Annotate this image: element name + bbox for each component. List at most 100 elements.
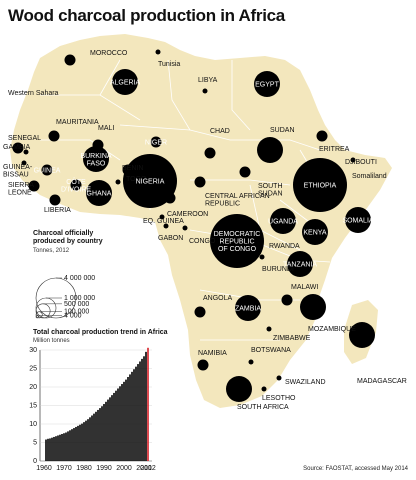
- bubble-c-te-d-ivoire: [70, 179, 82, 191]
- label-sudan: SUDAN: [270, 127, 295, 134]
- label-morocco: MOROCCO: [90, 50, 128, 57]
- label-egypt: EGYPT: [255, 82, 279, 89]
- bubble-zimbabwe: [266, 326, 272, 332]
- trend-bar-1988: [99, 408, 101, 461]
- bubble-mauritania: [48, 130, 60, 142]
- legend-value-3: 100 000: [64, 309, 89, 316]
- size-legend-unit: Tonnes, 2012: [33, 248, 70, 254]
- trend-ytick-20: 20: [29, 384, 37, 391]
- label-gabon: GABON: [158, 235, 183, 242]
- label-botswana: BOTSWANA: [251, 347, 291, 354]
- trend-bar-1973: [69, 430, 71, 461]
- legend-value-0: 4 000 000: [64, 275, 95, 282]
- bubble-tanzania: [287, 251, 313, 277]
- label-zambia: ZAMBIA: [235, 306, 261, 313]
- trend-bar-1965: [53, 436, 55, 461]
- trend-bar-2003: [129, 374, 131, 461]
- trend-bar-1971: [65, 432, 67, 461]
- label-ethiopia: ETHIOPIA: [304, 183, 337, 190]
- trend-bar-1974: [71, 429, 73, 461]
- trend-ytick-30: 30: [29, 347, 37, 354]
- trend-ytick-0: 0: [33, 458, 37, 465]
- label-namibia: NAMIBIA: [198, 350, 227, 357]
- bubble-gambia: [23, 149, 29, 155]
- label-uganda: UGANDA: [268, 219, 298, 226]
- trend-bar-1970: [63, 433, 65, 461]
- trend-bar-1986: [95, 411, 97, 461]
- label-somaliland: Somaliland: [352, 173, 387, 180]
- trend-bar-1969: [61, 433, 63, 461]
- page-title: Wood charcoal production in Africa: [8, 6, 285, 25]
- bubble-madagascar: [349, 322, 375, 348]
- label-central-african-republic: CENTRAL AFRICAN REPUBLIC: [205, 193, 270, 208]
- trend-bar-2009: [141, 358, 143, 461]
- trend-bar-1966: [55, 436, 57, 461]
- bubble-burundi: [259, 254, 265, 260]
- label-eq-guinea: EQ. GUINEA: [143, 218, 184, 225]
- bubble-guinea-bissau: [21, 160, 27, 166]
- bubble-south-africa: [226, 376, 252, 402]
- trend-xtick-1990: 1990: [96, 465, 112, 472]
- trend-bar-1968: [59, 434, 61, 461]
- trend-bar-1961: [45, 439, 47, 461]
- trend-bar-2007: [137, 364, 139, 461]
- bubble-burkina-faso: [83, 146, 109, 172]
- bubble-guinea: [41, 164, 53, 176]
- label-niger: NIGER: [145, 140, 167, 147]
- bubble-democratic-republic-of-congo: [210, 214, 264, 268]
- label-somalia: SOMALIA: [342, 218, 373, 225]
- trend-bar-1999: [121, 384, 123, 461]
- label-libya: LIBYA: [198, 77, 218, 84]
- label-senegal: SENEGAL: [8, 135, 41, 142]
- bubble-gabon: [163, 223, 169, 229]
- legend-value-2: 500 000: [64, 301, 89, 308]
- bubble-sierra-leone: [28, 180, 40, 192]
- label-lesotho: LESOTHO: [262, 395, 296, 402]
- label-algeria: ALGERIA: [110, 80, 141, 87]
- bubble-swaziland: [276, 375, 282, 381]
- label-democratic-republic-of-congo: DEMOCRATIC REPUBLIC OF CONGO: [214, 231, 261, 253]
- trend-bar-1982: [87, 419, 89, 461]
- bubble-senegal: [12, 142, 24, 154]
- trend-ytick-25: 25: [29, 366, 37, 373]
- trend-chart-title: Total charcoal production trend in Afric…: [33, 329, 168, 336]
- trend-bar-1980: [83, 422, 85, 461]
- label-mali: MALI: [98, 125, 114, 132]
- label-guinea-bissau: GUINEA-BISSAU: [3, 164, 33, 179]
- bubble-niger: [150, 136, 162, 148]
- trend-bar-2010: [143, 356, 145, 461]
- trend-bar-1983: [89, 417, 91, 461]
- bubble-somalia: [345, 207, 371, 233]
- label-swaziland: SWAZILAND: [285, 379, 326, 386]
- trend-bar-1998: [119, 386, 121, 461]
- legend-value-1: 1 000 000: [64, 295, 95, 302]
- trend-bar-2000: [123, 381, 125, 461]
- label-mozambique: MOZAMBIQUE: [308, 326, 356, 333]
- label-djibouti: DJIBOUTI: [345, 159, 377, 166]
- trend-xtick-2000: 2000: [116, 465, 132, 472]
- label-burundi: BURUNDI: [262, 266, 294, 273]
- label-gambia: GAMBIA: [3, 144, 31, 151]
- trend-bar-2005: [133, 369, 135, 461]
- bubble-chad: [204, 147, 216, 159]
- label-kenya: KENYA: [303, 230, 327, 237]
- trend-bar-1981: [85, 420, 87, 461]
- bubble-central-african-republic: [194, 176, 206, 188]
- trend-bar-2002: [127, 377, 129, 461]
- label-guinea: GUINEA: [34, 168, 61, 175]
- trend-xtick-2010: 2010: [136, 465, 152, 472]
- label-liberia: LIBERIA: [44, 207, 71, 214]
- trend-bar-1996: [115, 390, 117, 461]
- trend-bar-1964: [51, 437, 53, 461]
- bubble-angola: [194, 306, 206, 318]
- trend-xtick-2012: 2012: [140, 465, 156, 472]
- label-south-africa: SOUTH AFRICA: [237, 404, 289, 411]
- bubble-botswana: [248, 359, 254, 365]
- label-congo: CONGO: [189, 238, 216, 245]
- trend-bar-2006: [135, 366, 137, 461]
- label-togo: TOGO: [126, 176, 147, 183]
- africa-landmass: [10, 34, 392, 408]
- label-tanzania: TANZANIA: [283, 262, 317, 269]
- bubble-cameroon: [164, 192, 176, 204]
